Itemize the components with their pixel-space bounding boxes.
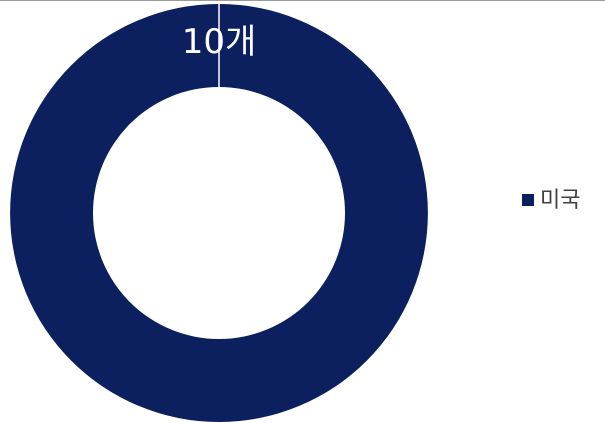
donut: 10개 xyxy=(10,4,428,422)
slice xyxy=(10,4,428,422)
legend-label: 미국 xyxy=(540,188,580,213)
legend: 미국 xyxy=(522,188,580,213)
legend-swatch xyxy=(522,194,534,206)
data-label: 10개 xyxy=(182,22,257,62)
